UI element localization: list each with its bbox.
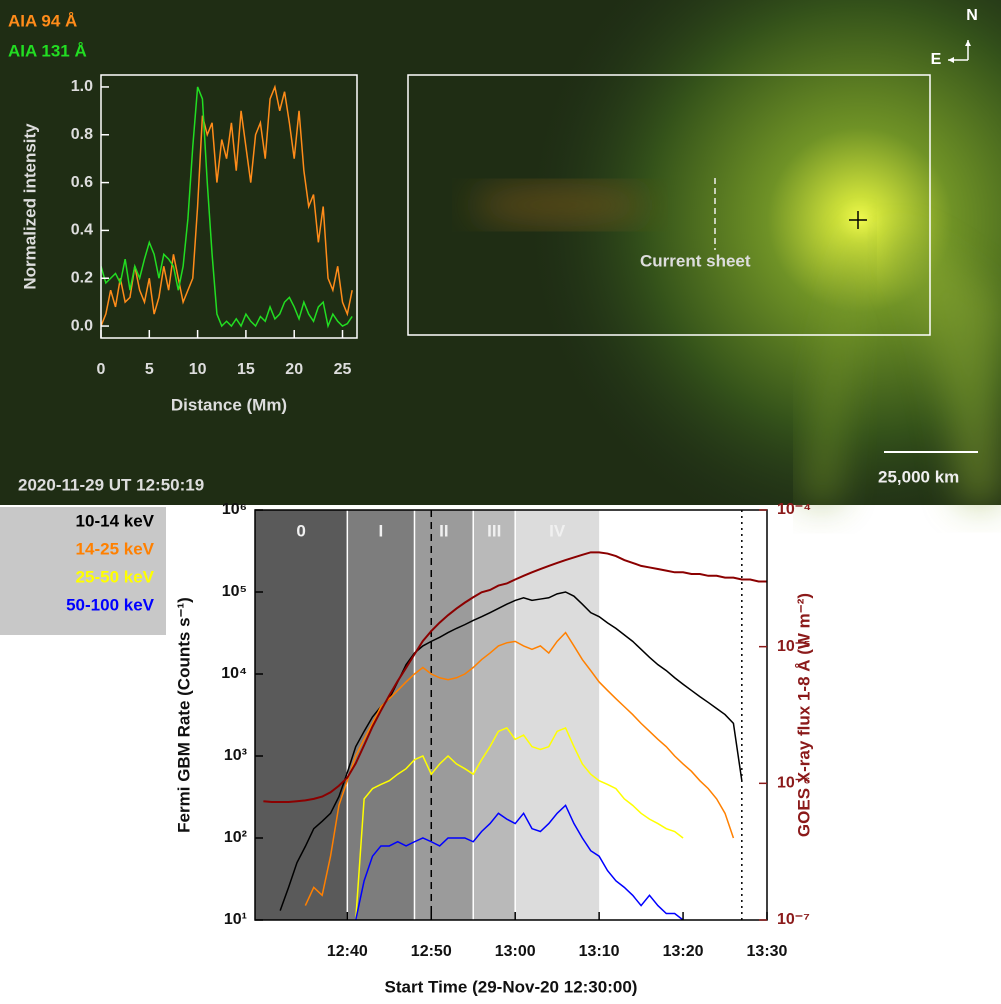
phase-label: IV: [549, 521, 566, 540]
series-line: [101, 84, 353, 327]
phase-region: [414, 510, 474, 920]
series-line: [304, 631, 735, 906]
x-tick-label: 13:10: [579, 943, 620, 960]
y-tick-label: 10⁶: [222, 501, 247, 518]
x-tick-label: 15: [237, 361, 255, 378]
plot-area: [255, 510, 767, 920]
y-tick-label: 0.8: [71, 126, 93, 143]
y-tick-label: 0.0: [71, 317, 93, 334]
x-axis-label: Start Time (29-Nov-20 12:30:00): [385, 977, 638, 996]
y2-tick-label: 10⁻⁶: [777, 775, 811, 792]
x-tick-label: 20: [285, 361, 303, 378]
legend-entry: AIA 94 Å: [8, 11, 77, 30]
phase-region: [515, 510, 600, 920]
euv-image: Current sheet 2020-11-29 UT 12:50:19 25,…: [0, 0, 1001, 505]
legend-entry: 14-25 keV: [76, 539, 155, 558]
x-tick-label: 25: [334, 361, 352, 378]
x-tick-label: 13:00: [495, 943, 536, 960]
plot-area: [101, 84, 353, 329]
x-tick-label: 12:50: [411, 943, 452, 960]
x-tick-label: 0: [97, 361, 106, 378]
y-tick-label: 10⁵: [222, 583, 247, 600]
y-tick-label: 10³: [224, 747, 247, 764]
series-line: [263, 551, 767, 804]
series-line: [354, 726, 684, 920]
legend-entry: 10-14 keV: [76, 511, 155, 530]
series-line: [101, 86, 353, 329]
x-tick-label: 12:40: [327, 943, 368, 960]
phase-region: [347, 510, 415, 920]
y-tick-label: 10⁴: [221, 665, 247, 682]
y-axis-label: Normalized intensity: [20, 123, 39, 290]
plot-frame: [100, 74, 358, 339]
plot-frame: [254, 509, 768, 921]
legend-box: [0, 507, 166, 635]
y-tick-label: 0.4: [71, 222, 93, 239]
y2-axis-label: GOES X-ray flux 1-8 Å (W m⁻²): [794, 593, 813, 837]
x-tick-label: 13:20: [663, 943, 704, 960]
north-label: N: [966, 7, 978, 24]
phase-label: I: [379, 521, 384, 540]
y-tick-label: 10¹: [224, 911, 247, 928]
x-tick-label: 5: [145, 361, 154, 378]
y-tick-label: 0.6: [71, 174, 93, 191]
phase-label: II: [439, 521, 448, 540]
scale-label: 25,000 km: [878, 467, 959, 486]
y2-tick-label: 10⁻⁵: [777, 638, 811, 655]
east-label: E: [931, 51, 942, 68]
y2-tick-label: 10⁻⁴: [777, 501, 811, 518]
series-line: [354, 804, 684, 920]
phase-region: [473, 510, 516, 920]
x-axis-label: Distance (Mm): [171, 395, 287, 414]
legend-entry: 50-100 keV: [66, 595, 155, 614]
y-tick-label: 0.2: [71, 269, 93, 286]
series-line: [279, 591, 743, 911]
y-axis-label: Fermi GBM Rate (Counts s⁻¹): [174, 597, 193, 833]
x-tick-label: 10: [189, 361, 207, 378]
y-tick-label: 10²: [224, 829, 247, 846]
legend-entry: 25-50 keV: [76, 567, 155, 586]
timestamp: 2020-11-29 UT 12:50:19: [18, 475, 204, 494]
y-tick-label: 1.0: [71, 78, 93, 95]
annotation: Current sheet: [640, 251, 751, 270]
phase-label: 0: [296, 521, 305, 540]
phase-label: III: [487, 521, 501, 540]
legend-entry: AIA 131 Å: [8, 41, 87, 60]
phase-region: [255, 510, 348, 920]
x-tick-label: 13:30: [747, 943, 788, 960]
y2-tick-label: 10⁻⁷: [777, 911, 810, 928]
